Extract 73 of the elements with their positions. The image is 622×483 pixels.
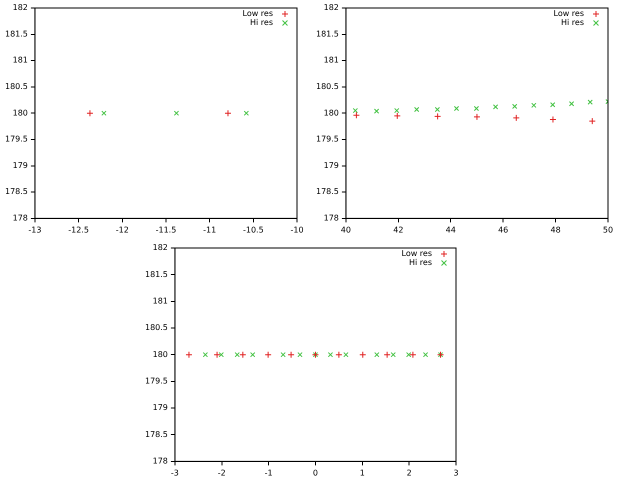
- legend-label: Low res: [402, 249, 432, 258]
- y-tick-label: 180: [152, 350, 168, 359]
- point: [512, 104, 518, 109]
- y-tick-label: 178.5: [4, 187, 28, 196]
- y-tick-label: 181.5: [144, 270, 168, 279]
- y-tick-label: 180: [12, 108, 28, 118]
- point: [531, 102, 536, 108]
- point: [434, 106, 440, 112]
- point: [549, 116, 556, 124]
- x-tick-label: 50: [602, 225, 614, 234]
- y-tick-label: 179: [324, 160, 339, 170]
- point: [394, 112, 401, 120]
- y-tick-label: 178: [152, 456, 168, 466]
- legend-label: Hi res: [250, 18, 273, 28]
- y-tick-label: 178.5: [144, 430, 168, 439]
- y-tick-label: 180.5: [144, 323, 168, 332]
- y-tick-label: 180: [324, 108, 339, 118]
- x-tick-label: 40: [340, 225, 351, 234]
- legend-label: Hi res: [409, 258, 432, 268]
- y-tick-label: 181.5: [316, 29, 339, 38]
- y-tick-label: 181: [12, 56, 28, 65]
- x-tick-label: -1: [264, 468, 273, 478]
- legend-label: Hi res: [561, 18, 584, 28]
- point: [588, 100, 593, 105]
- x-tick-label: -3: [170, 468, 179, 478]
- x-tick-label: 1: [360, 468, 365, 478]
- x-tick-label: -10: [290, 225, 304, 234]
- point: [352, 108, 358, 114]
- y-tick-label: 179.5: [4, 134, 28, 144]
- point: [588, 118, 596, 125]
- x-tick-label: -2: [218, 468, 226, 478]
- x-tick-label: 48: [550, 225, 561, 234]
- x-tick-label: -13: [28, 225, 42, 234]
- y-tick-label: 178.5: [316, 187, 339, 196]
- x-tick-label: 0: [312, 468, 318, 478]
- point: [568, 101, 574, 106]
- y-tick-label: 179.5: [144, 376, 168, 386]
- x-tick-label: 44: [446, 225, 456, 234]
- y-tick-label: 179.5: [316, 134, 339, 144]
- x-tick-label: 2: [406, 468, 412, 478]
- point: [474, 106, 480, 112]
- point: [352, 112, 360, 119]
- x-tick-label: -11.5: [156, 225, 176, 234]
- x-tick-label: -12.5: [68, 225, 89, 234]
- point: [550, 102, 556, 108]
- point: [473, 113, 480, 120]
- x-tick-label: 46: [498, 225, 508, 234]
- point: [512, 114, 520, 122]
- x-tick-label: -10.5: [242, 225, 264, 234]
- y-tick-label: 180.5: [316, 82, 339, 91]
- point: [374, 108, 380, 114]
- y-tick-label: 179: [152, 403, 168, 412]
- point: [434, 112, 442, 120]
- point: [454, 106, 460, 112]
- legend-label: Low res: [242, 9, 273, 18]
- point: [492, 104, 498, 110]
- x-tick-label: -11: [203, 225, 216, 234]
- legend-label: Low res: [554, 9, 584, 18]
- y-tick-label: 182: [12, 3, 28, 12]
- point: [394, 108, 400, 114]
- x-tick-label: 3: [453, 468, 459, 478]
- x-tick-label: 42: [393, 225, 404, 234]
- point: [414, 106, 420, 112]
- y-tick-label: 182: [152, 243, 168, 252]
- y-tick-label: 178: [12, 213, 28, 222]
- y-tick-label: 180.5: [4, 82, 28, 91]
- y-tick-label: 178: [324, 213, 339, 222]
- y-tick-label: 182: [324, 3, 339, 12]
- y-tick-label: 181: [152, 296, 168, 306]
- y-tick-label: 179: [12, 160, 28, 170]
- y-tick-label: 181: [324, 56, 339, 65]
- x-tick-label: -12: [116, 225, 129, 234]
- y-tick-label: 181.5: [4, 29, 28, 38]
